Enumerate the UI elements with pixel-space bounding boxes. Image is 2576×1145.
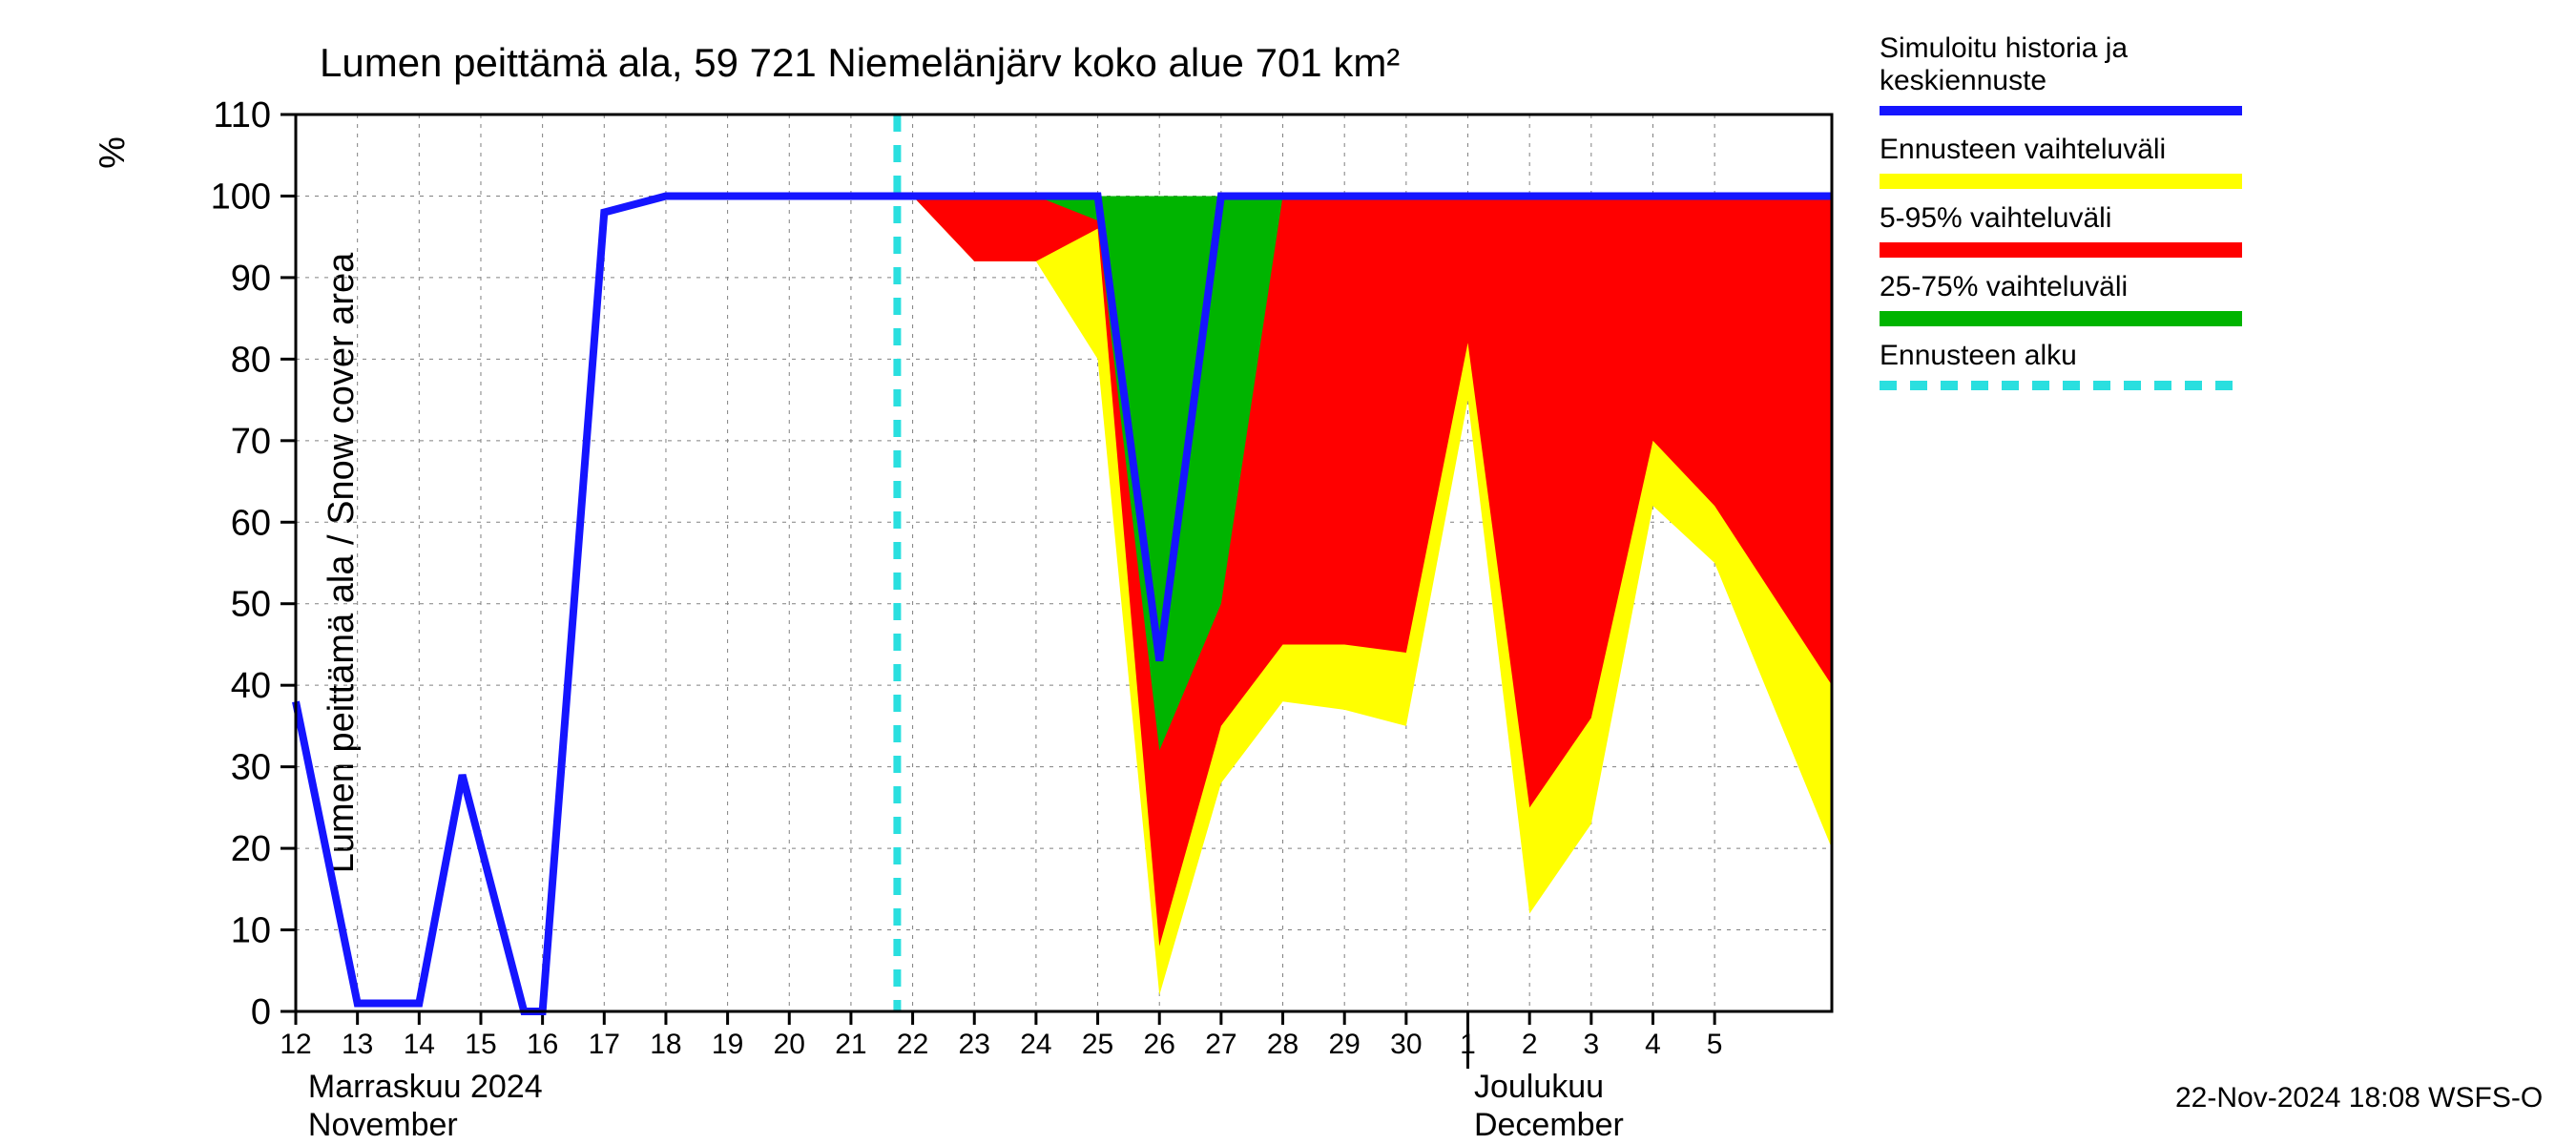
y-tick-label: 80 (231, 340, 271, 380)
legend-swatch (1880, 311, 2242, 326)
month-label: December (1474, 1107, 1624, 1143)
legend-label: 25-75% vaihteluväli (1880, 271, 2128, 302)
x-tick-label: 21 (835, 1029, 866, 1060)
legend-swatch (1880, 242, 2242, 258)
legend-label: Simuloitu historia ja (1880, 32, 2128, 64)
month-label: Marraskuu 2024 (308, 1069, 543, 1105)
uncertainty-bands (913, 196, 1832, 994)
chart-title: Lumen peittämä ala, 59 721 Niemelänjärv … (320, 40, 1400, 85)
x-tick-label: 28 (1267, 1029, 1298, 1060)
x-tick-label: 26 (1144, 1029, 1175, 1060)
y-axis-label: Lumen peittämä ala / Snow cover area (322, 252, 362, 873)
x-tick-label: 3 (1583, 1029, 1599, 1060)
legend-swatch (1880, 174, 2242, 189)
x-tick-label: 5 (1707, 1029, 1723, 1060)
y-tick-label: 60 (231, 503, 271, 543)
y-tick-label: 30 (231, 748, 271, 788)
legend-label: Ennusteen alku (1880, 340, 2077, 371)
x-tick-label: 25 (1082, 1029, 1113, 1060)
y-tick-label: 90 (231, 259, 271, 299)
x-tick-label: 2 (1522, 1029, 1538, 1060)
x-tick-label: 30 (1390, 1029, 1422, 1060)
x-tick-label: 18 (650, 1029, 681, 1060)
snow-cover-chart: Lumen peittämä ala, 59 721 Niemelänjärv … (0, 0, 2576, 1145)
x-tick-label: 22 (897, 1029, 928, 1060)
y-tick-label: 110 (213, 95, 271, 135)
x-tick-label: 24 (1020, 1029, 1051, 1060)
y-tick-label: 10 (231, 911, 271, 951)
y-tick-label: 70 (231, 422, 271, 462)
band-5-95 (913, 196, 1832, 946)
y-tick-label: 50 (231, 585, 271, 625)
x-tick-label: 12 (280, 1029, 311, 1060)
x-tick-label: 20 (774, 1029, 805, 1060)
y-tick-label: 100 (211, 177, 271, 217)
y-tick-label: 0 (251, 992, 271, 1032)
x-tick-label: 29 (1329, 1029, 1361, 1060)
x-tick-label: 4 (1645, 1029, 1661, 1060)
legend-label: keskiennuste (1880, 65, 2046, 96)
x-tick-label: 16 (527, 1029, 558, 1060)
footer-timestamp: 22-Nov-2024 18:08 WSFS-O (2175, 1082, 2543, 1114)
x-tick-label: 14 (404, 1029, 435, 1060)
legend-label: Ennusteen vaihteluväli (1880, 134, 2166, 165)
y-tick-label: 20 (231, 829, 271, 869)
legend-label: 5-95% vaihteluväli (1880, 202, 2111, 234)
x-tick-label: 17 (589, 1029, 620, 1060)
x-tick-label: 15 (465, 1029, 496, 1060)
x-tick-label: 23 (959, 1029, 990, 1060)
x-tick-label: 27 (1205, 1029, 1236, 1060)
y-axis-unit: % (93, 136, 133, 169)
month-label: Joulukuu (1474, 1069, 1604, 1105)
x-tick-label: 19 (712, 1029, 743, 1060)
y-tick-label: 40 (231, 666, 271, 706)
month-label: November (308, 1107, 458, 1143)
x-tick-label: 13 (342, 1029, 373, 1060)
